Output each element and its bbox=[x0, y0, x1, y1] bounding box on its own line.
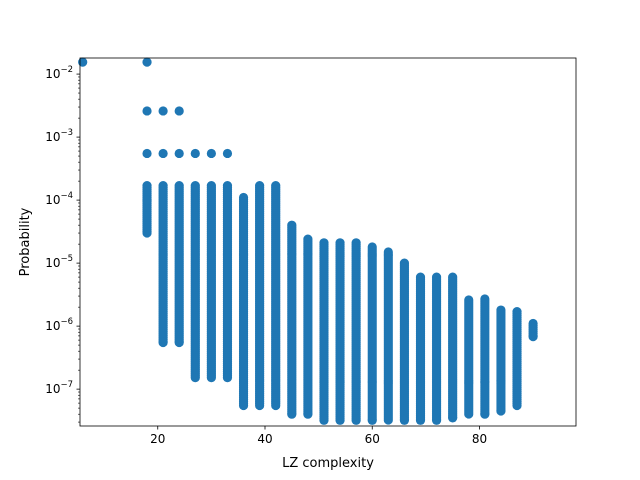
x-tick-label: 80 bbox=[472, 432, 487, 446]
data-point bbox=[142, 106, 152, 116]
x-tick-label: 20 bbox=[150, 432, 165, 446]
data-point bbox=[174, 106, 184, 116]
data-point bbox=[206, 372, 216, 383]
data-point bbox=[222, 148, 233, 159]
y-tick-label: 10−7 bbox=[45, 380, 73, 396]
y-tick-label: 10−6 bbox=[45, 317, 73, 333]
data-point bbox=[142, 228, 152, 238]
data-point bbox=[142, 195, 152, 205]
data-point bbox=[496, 406, 506, 416]
data-point bbox=[238, 400, 249, 411]
data-point bbox=[367, 415, 377, 425]
data-point bbox=[222, 372, 233, 383]
data-point bbox=[158, 106, 168, 116]
data-point bbox=[190, 372, 200, 383]
data-point bbox=[464, 409, 474, 419]
data-point bbox=[158, 148, 168, 159]
data-point bbox=[142, 148, 152, 159]
data-point bbox=[431, 415, 442, 425]
data-point bbox=[512, 400, 522, 411]
data-point bbox=[528, 332, 538, 342]
data-point bbox=[174, 337, 184, 348]
plot-frame bbox=[79, 57, 577, 427]
data-point bbox=[190, 148, 200, 159]
y-tick-label: 10−2 bbox=[45, 65, 73, 81]
data-point bbox=[351, 415, 361, 425]
data-point bbox=[383, 415, 393, 425]
x-axis-ticks: 20 40 60 80 bbox=[150, 426, 487, 446]
data-point bbox=[399, 415, 410, 425]
y-tick-label: 10−4 bbox=[45, 191, 73, 207]
data-point bbox=[271, 400, 281, 411]
data-point bbox=[448, 413, 458, 423]
data-point bbox=[480, 409, 490, 419]
x-axis-label: LZ complexity bbox=[282, 456, 374, 471]
data-point bbox=[158, 337, 168, 348]
y-tick-label: 10−5 bbox=[45, 254, 73, 270]
data-point bbox=[303, 409, 313, 419]
data-points bbox=[78, 57, 538, 425]
data-point bbox=[415, 415, 426, 425]
data-point bbox=[142, 57, 152, 67]
x-tick-label: 60 bbox=[365, 432, 380, 446]
x-tick-label: 40 bbox=[257, 432, 272, 446]
y-tick-label: 10−3 bbox=[45, 128, 73, 144]
data-point bbox=[174, 148, 184, 159]
y-axis-ticks: 10−7 10−6 10−5 10−4 10−3 10−2 bbox=[45, 65, 80, 423]
data-point bbox=[78, 57, 88, 67]
data-point bbox=[319, 415, 329, 425]
y-axis-label: Probability bbox=[18, 207, 33, 276]
data-point bbox=[206, 148, 216, 159]
data-point bbox=[335, 415, 345, 425]
data-point bbox=[287, 409, 297, 419]
data-point bbox=[255, 400, 265, 411]
